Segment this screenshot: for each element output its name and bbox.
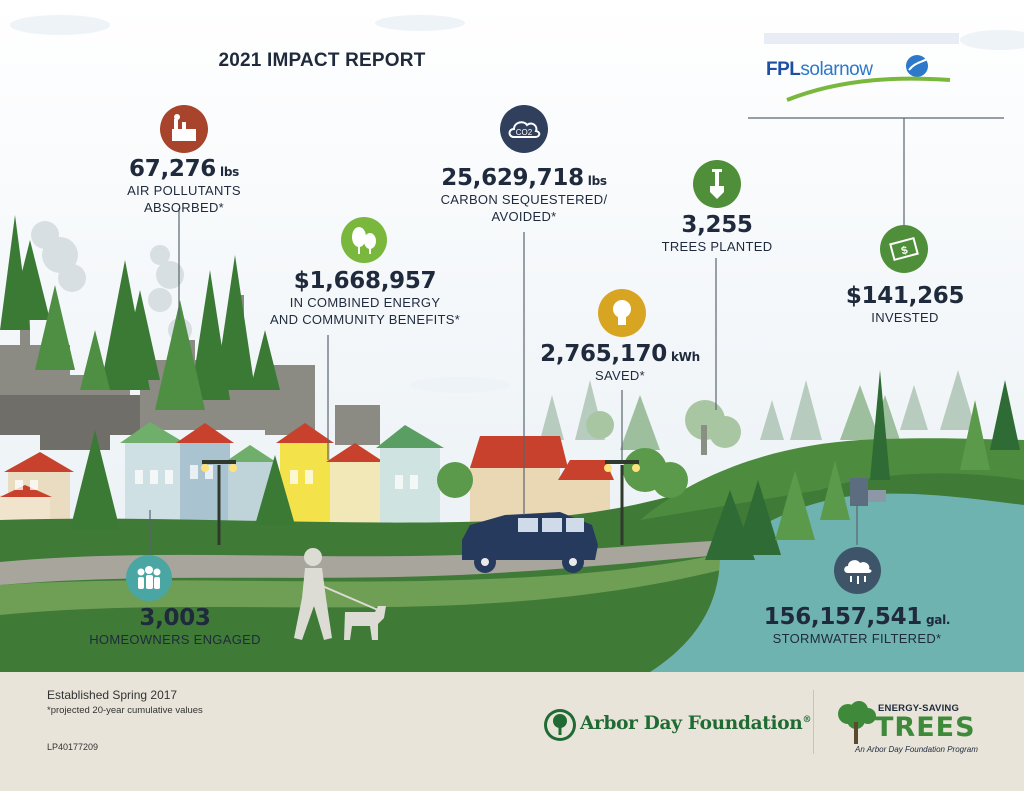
stat-combined-benefits: $1,668,957 IN COMBINED ENERGY AND COMMUN… [245,268,485,328]
stat-label: AND COMMUNITY BENEFITS* [269,312,461,327]
stat-stormwater: 156,157,541 gal. STORMWATER FILTERED* [752,604,962,647]
stat-value: 3,255 [681,212,753,238]
established-text: Established Spring 2017 [47,688,178,702]
stat-energy-saved: 2,765,170 kWh SAVED* [520,341,720,384]
stat-label: ABSORBED* [143,200,224,215]
program-tagline: An Arbor Day Foundation Program [855,745,978,754]
stat-label: CARBON SEQUESTERED/ [440,192,608,207]
footer [0,672,1024,791]
factory-icon [160,105,208,153]
energy-saving-label: ENERGY-SAVING [878,703,960,714]
people-icon [126,555,172,601]
stat-unit: lbs [220,165,239,179]
dollar-bill-icon: $ [880,225,928,273]
raincloud-icon [834,547,881,594]
stat-air-pollutants: 67,276 lbs AIR POLLUTANTS ABSORBED* [84,156,284,216]
document-code: LP40177209 [47,742,99,752]
fpl-solarnow-logo: FPLsolarnow [766,59,873,80]
arbor-day-logo: Arbor Day Foundation® [580,713,812,734]
sun-swoosh-icon [786,55,951,102]
stat-label: INVESTED [871,310,939,325]
stat-value: $141,265 [845,283,965,309]
footnote: *projected 20-year cumulative values [47,705,203,716]
svg-text:$: $ [900,244,909,257]
co2-cloud-icon: CO2 [500,105,548,153]
arbor-day-tree-icon [544,709,576,741]
stat-label: AIR POLLUTANTS [127,183,241,198]
stat-value: 25,629,718 [441,165,584,191]
stat-label: IN COMBINED ENERGY [289,295,441,310]
stat-trees-planted: 3,255 TREES PLANTED [637,212,797,255]
trees-icon [341,217,387,263]
stat-unit: lbs [587,174,607,188]
footer-divider [813,690,814,754]
stat-value: $1,668,957 [293,268,437,294]
stat-unit: gal. [926,613,951,627]
energy-saving-tree-icon [838,701,876,744]
stat-unit: kWh [670,350,700,364]
stat-value: 156,157,541 [763,604,923,630]
stat-value: 2,765,170 [540,341,667,367]
shovel-icon [693,160,741,208]
stat-label: AVOIDED* [491,209,557,224]
stat-label: SAVED* [595,368,645,383]
stat-value: 3,003 [139,605,211,631]
stat-invested: $141,265 INVESTED [825,283,985,326]
stat-label: HOMEOWNERS ENGAGED [89,632,261,647]
stat-label: TREES PLANTED [661,239,773,254]
trees-wordmark: TREES [875,712,976,743]
report-title: 2021 IMPACT REPORT [218,50,426,71]
sponsor-banner [764,33,959,44]
stat-value: 67,276 [129,156,216,182]
lightbulb-icon [598,289,646,337]
svg-text:CO2: CO2 [516,128,533,137]
stat-homeowners: 3,003 HOMEOWNERS ENGAGED [60,605,290,648]
stat-label: STORMWATER FILTERED* [772,631,942,646]
stat-carbon: 25,629,718 lbs CARBON SEQUESTERED/ AVOIDE… [414,165,634,225]
